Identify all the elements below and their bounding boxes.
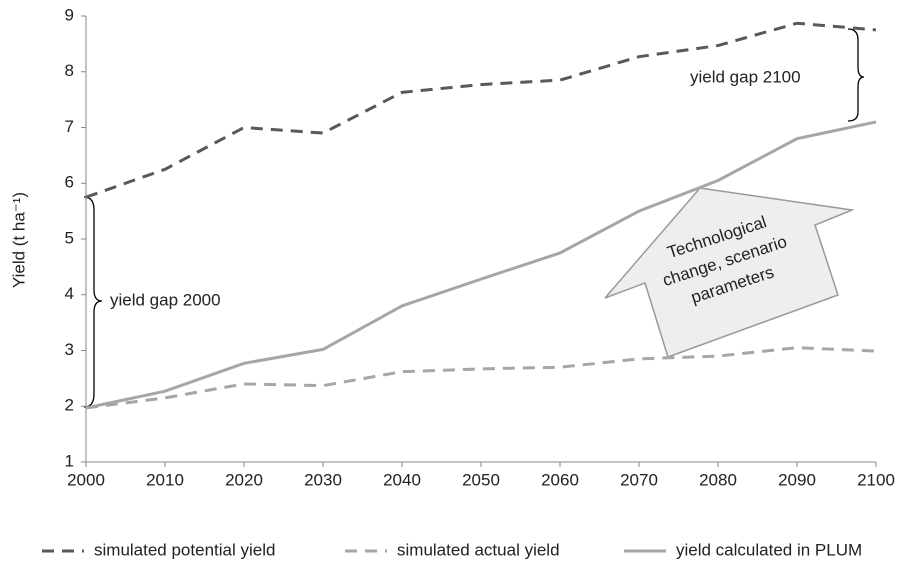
y-tick-label: 1: [65, 451, 74, 470]
arrow: [604, 187, 855, 358]
x-tick-label: 2050: [462, 470, 500, 489]
y-tick-label: 6: [65, 173, 74, 192]
x-tick-label: 2080: [699, 470, 737, 489]
y-axis-label: Yield (t ha⁻¹): [9, 192, 28, 288]
x-tick-label: 2030: [304, 470, 342, 489]
y-tick-label: 4: [65, 284, 74, 303]
legend-label: simulated potential yield: [94, 540, 275, 559]
annotation: yield gap 2000: [110, 290, 221, 309]
y-tick-label: 9: [65, 5, 74, 24]
y-tick-label: 5: [65, 228, 74, 247]
legend-label: yield calculated in PLUM: [676, 540, 862, 559]
series-line: [85, 21, 877, 199]
x-tick-label: 2040: [383, 470, 421, 489]
series-line: [85, 120, 877, 410]
y-tick-label: 7: [65, 117, 74, 136]
x-tick-label: 2060: [541, 470, 579, 489]
x-tick-label: 2100: [857, 470, 895, 489]
x-tick-label: 2090: [778, 470, 816, 489]
x-tick-label: 2000: [67, 470, 105, 489]
brace-2000: [83, 196, 103, 408]
annotation: yield gap 2100: [690, 67, 801, 86]
series-line: [85, 346, 877, 410]
legend-label: simulated actual yield: [397, 540, 560, 559]
brace-2100: [847, 28, 865, 122]
x-tick-label: 2020: [225, 470, 263, 489]
y-tick-label: 3: [65, 340, 74, 359]
x-tick-label: 2010: [146, 470, 184, 489]
y-tick-label: 8: [65, 61, 74, 80]
x-tick-label: 2070: [620, 470, 658, 489]
y-tick-label: 2: [65, 396, 74, 415]
